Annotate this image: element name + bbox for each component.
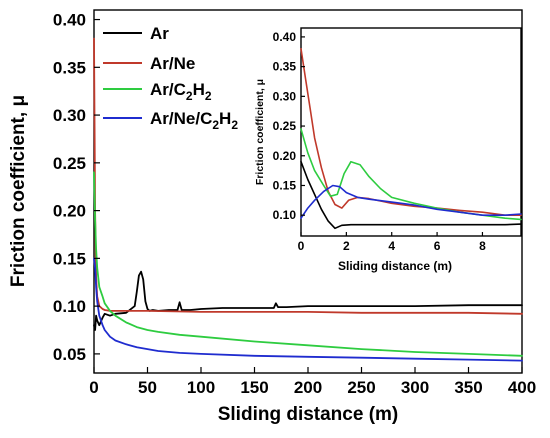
inset-x-axis: 0 2 4 6 8: [298, 232, 486, 253]
legend-label-ar: Ar: [150, 24, 169, 43]
main-x-tick-label: 0: [89, 378, 98, 397]
main-y-tick-label: 0.15: [53, 249, 86, 268]
inset-y-axis-title: Friction coefficient, μ: [254, 79, 266, 185]
main-y-tick-label: 0.25: [53, 154, 86, 173]
main-series-line-ar: [93, 270, 523, 331]
main-x-tick-label: 150: [240, 378, 268, 397]
main-y-tick-label: 0.20: [53, 202, 86, 221]
main-chart: 0 50 100 150 200 250 300 350 400 0.05 0.10 0.15 0.2…: [8, 9, 536, 425]
inset-y-tick-label: 0.25: [273, 119, 297, 133]
inset-chart: 0 2 4 6 8 0.10 0.15 0.20 0.25 0.30 0.35 0.40 Slidi…: [254, 27, 522, 273]
inset-x-tick-label: 6: [434, 239, 441, 253]
inset-y-axis: 0.10 0.15 0.20 0.25 0.30 0.35 0.40: [273, 30, 305, 222]
inset-x-tick-label: 8: [479, 239, 486, 253]
main-y-tick-label: 0.30: [53, 106, 86, 125]
inset-y-tick-label: 0.20: [273, 149, 297, 163]
legend-label-ar-ne-c2h2: Ar/Ne/C2H2: [150, 109, 238, 132]
inset-series-group: [300, 47, 522, 230]
legend-item-ar-ne-c2h2: Ar/Ne/C2H2: [103, 109, 238, 132]
inset-y-tick-label: 0.10: [273, 208, 297, 222]
inset-y-tick-label: 0.15: [273, 178, 297, 192]
inset-y-tick-label: 0.35: [273, 60, 297, 74]
main-y-tick-label: 0.05: [53, 345, 86, 364]
inset-x-axis-title: Sliding distance (m): [338, 259, 452, 273]
legend-item-ar: Ar: [103, 24, 169, 43]
main-x-tick-label: 350: [454, 378, 482, 397]
main-x-axis-title: Sliding distance (m): [218, 404, 399, 425]
main-y-tick-label: 0.10: [53, 297, 86, 316]
inset-y-tick-label: 0.30: [273, 89, 297, 103]
main-y-tick-label: 0.35: [53, 58, 86, 77]
legend-label-ar-ne: Ar/Ne: [150, 54, 195, 73]
inset-x-tick-label: 2: [343, 239, 350, 253]
inset-plot-frame: [300, 27, 522, 237]
legend-item-ar-ne: Ar/Ne: [103, 54, 195, 73]
inset-y-tick-label: 0.40: [273, 30, 297, 44]
inset-series-line-ar-ne: [300, 47, 522, 216]
inset-series-line-ar-ne-c2h2: [300, 184, 522, 219]
main-x-axis: 0 50 100 150 200 250 300 350 400: [89, 367, 536, 397]
main-x-tick-label: 250: [347, 378, 375, 397]
main-y-axis-title: Friction coefficient, μ: [8, 95, 29, 287]
main-x-tick-label: 400: [508, 378, 536, 397]
main-x-tick-label: 100: [187, 378, 215, 397]
main-y-tick-label: 0.40: [53, 11, 86, 30]
main-x-tick-label: 300: [401, 378, 429, 397]
main-series-line-ar-c2h2: [93, 171, 523, 357]
main-y-axis: 0.05 0.10 0.15 0.20 0.25 0.30 0.35 0.40: [53, 11, 100, 364]
inset-x-tick-label: 4: [388, 239, 395, 253]
main-x-tick-label: 50: [138, 378, 157, 397]
legend-label-ar-c2h2: Ar/C2H2: [150, 80, 212, 103]
legend: Ar Ar/Ne Ar/C2H2 Ar/Ne/C2H2: [103, 24, 238, 132]
main-x-tick-label: 200: [294, 378, 322, 397]
inset-x-tick-label: 0: [298, 239, 305, 253]
legend-item-ar-c2h2: Ar/C2H2: [103, 80, 212, 103]
inset-series-line-ar: [300, 160, 522, 230]
